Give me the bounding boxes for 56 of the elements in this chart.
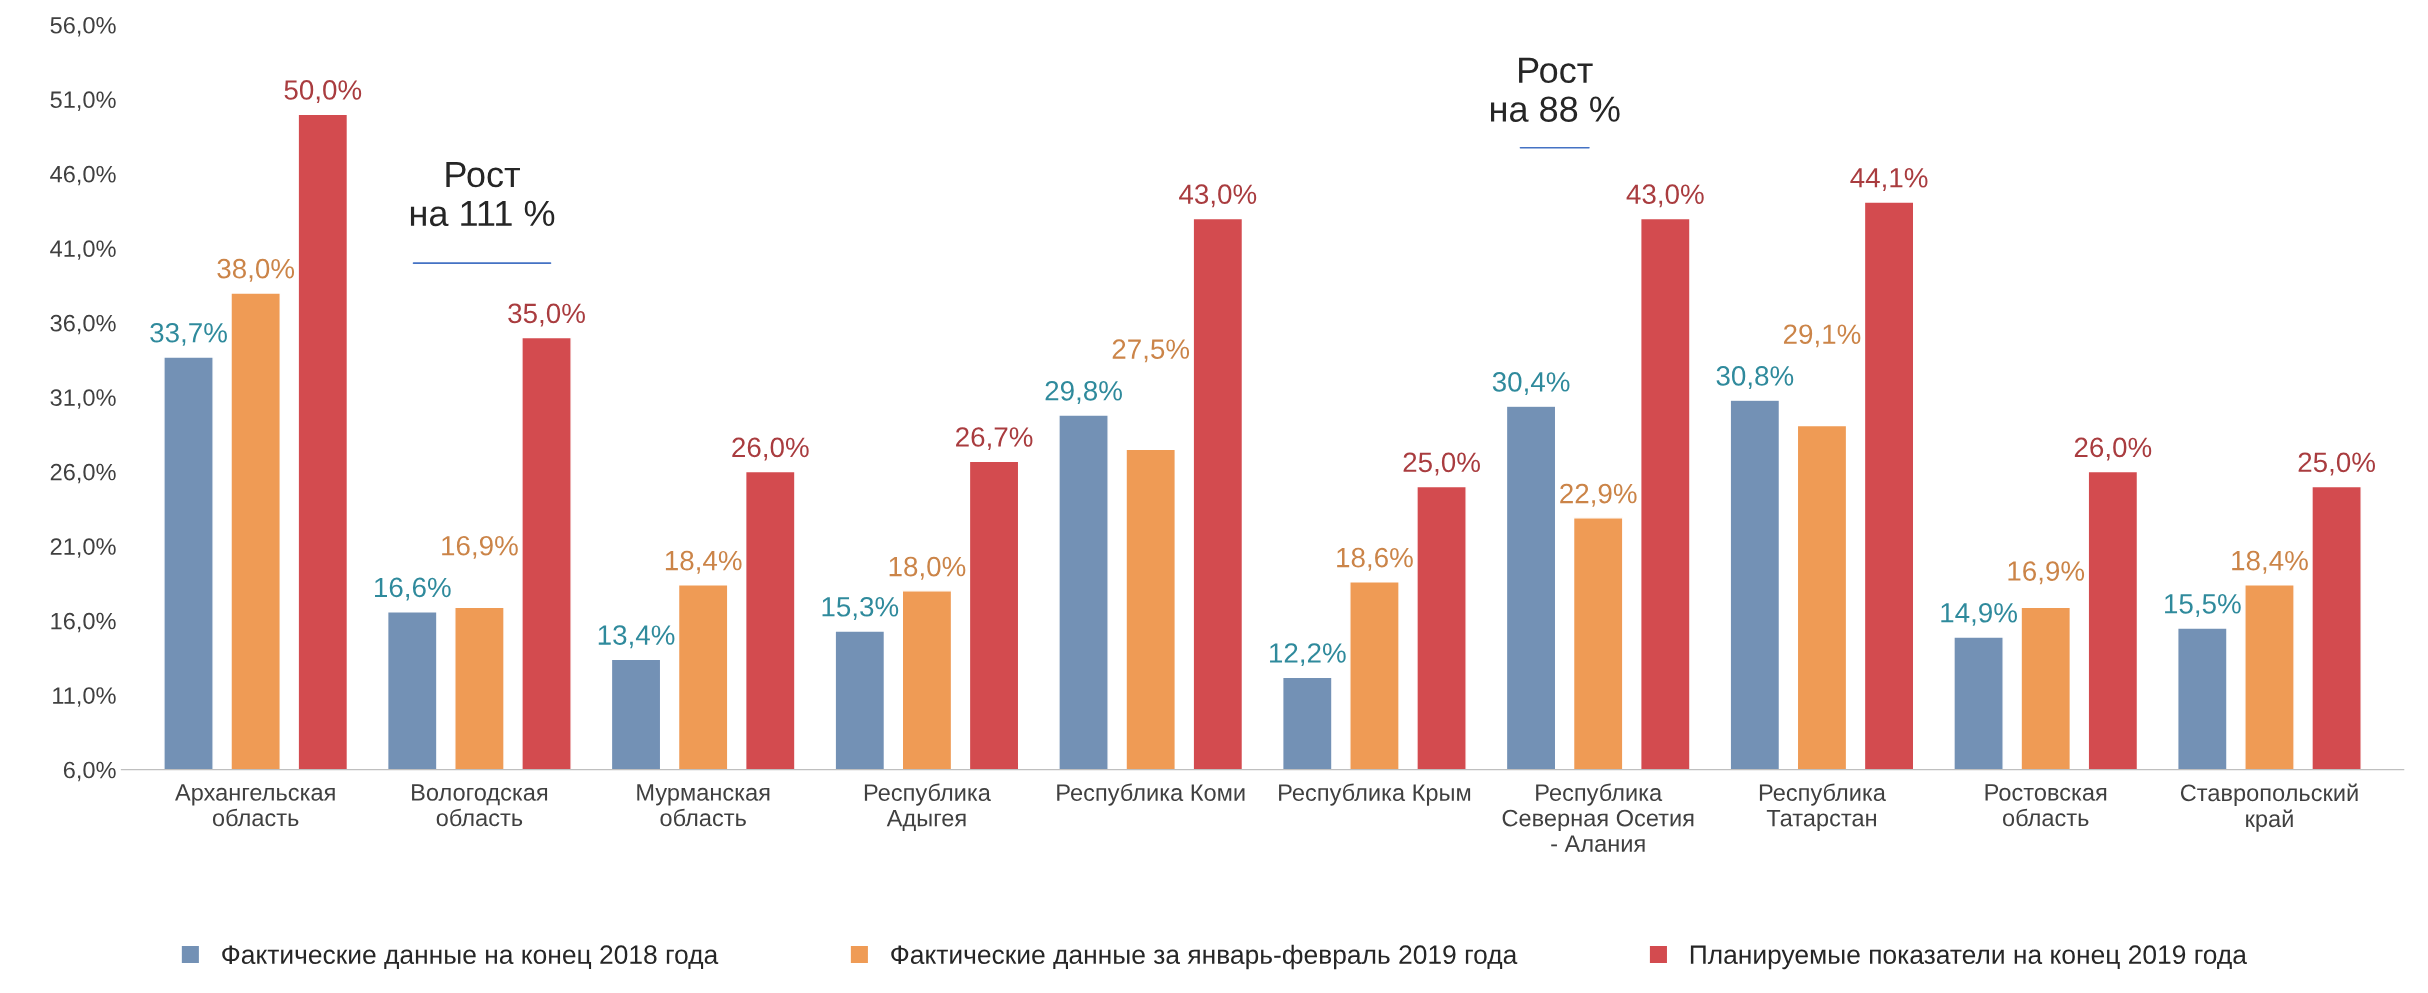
x-tick-label: Вологодская область (412, 784, 548, 827)
y-tick-label: 11,0% (53, 687, 116, 707)
data-label: 25,0% (1403, 452, 1480, 476)
data-label: 13,4% (598, 625, 675, 649)
data-label: 15,5% (2165, 594, 2241, 617)
data-label: 16,6% (375, 577, 451, 601)
x-tick-label: Ростовская область (1985, 784, 2107, 827)
x-tick-label: Республика Татарстан (1759, 783, 1886, 832)
data-label: 18,6% (1337, 547, 1413, 571)
y-tick-label: 31,0% (50, 389, 116, 409)
data-label: 43,0% (1626, 184, 1704, 208)
y-tick-label: 6,0% (63, 761, 116, 782)
data-label: 18,4% (2232, 550, 2308, 574)
data-label: 50,0% (284, 80, 362, 104)
y-tick-label: 36,0% (50, 314, 116, 335)
data-label: 35,0% (508, 303, 585, 327)
x-tick-label: Республика Коми (1057, 783, 1245, 806)
data-label: 25,0% (2298, 452, 2375, 476)
annotation: Рост на 88 % (1491, 57, 1620, 122)
data-label: 16,9% (442, 535, 518, 559)
legend-label: Фактические данные за январь-февраль 2019 года (891, 944, 1518, 970)
data-label: 16,9% (2008, 561, 2085, 585)
data-label: 38,0% (217, 258, 295, 282)
x-tick-label: Ставропольский край (2180, 783, 2358, 832)
data-label: 18,0% (889, 556, 966, 580)
data-label: 26,0% (2074, 437, 2152, 461)
y-tick-label: 51,0% (50, 91, 116, 111)
data-label: 18,4% (665, 550, 742, 574)
y-tick-label: 21,0% (50, 538, 116, 558)
data-label: 29,8% (1045, 380, 1122, 404)
data-label: 33,7% (150, 322, 227, 346)
data-label: 44,1% (1850, 168, 1928, 191)
data-label: 27,5% (1112, 339, 1190, 363)
x-tick-label: Республика Крым (1279, 783, 1471, 806)
y-tick-label: 46,0% (50, 165, 116, 186)
x-tick-label: Мурманская область (637, 784, 770, 827)
x-tick-label: Республика Адыгея (864, 783, 991, 831)
x-tick-label: Республика Северная Осетия - Алания (1502, 783, 1694, 852)
legend-label: Фактические данные на конец 2018 года (222, 945, 719, 970)
data-label: 30,8% (1716, 366, 1794, 390)
data-label: 29,1% (1783, 324, 1861, 348)
data-label: 26,0% (732, 437, 809, 461)
y-tick-label: 41,0% (50, 240, 116, 260)
legend-label: Планируемые показатели на конец 2019 года (1690, 945, 2247, 970)
annotation: Рост на 111 % (410, 162, 555, 227)
x-tick-label: Архангельская область (175, 784, 335, 827)
data-label: 14,9% (1941, 602, 2017, 626)
data-label: 43,0% (1179, 184, 1257, 208)
y-tick-label: 16,0% (51, 612, 116, 633)
data-label: 26,7% (956, 427, 1033, 451)
data-label: 15,3% (822, 596, 899, 620)
y-tick-label: 26,0% (50, 463, 116, 484)
data-label: 12,2% (1270, 643, 1346, 667)
data-label: 30,4% (1492, 372, 1570, 395)
data-label: 22,9% (1560, 483, 1637, 507)
y-tick-label: 56,0% (50, 16, 116, 37)
